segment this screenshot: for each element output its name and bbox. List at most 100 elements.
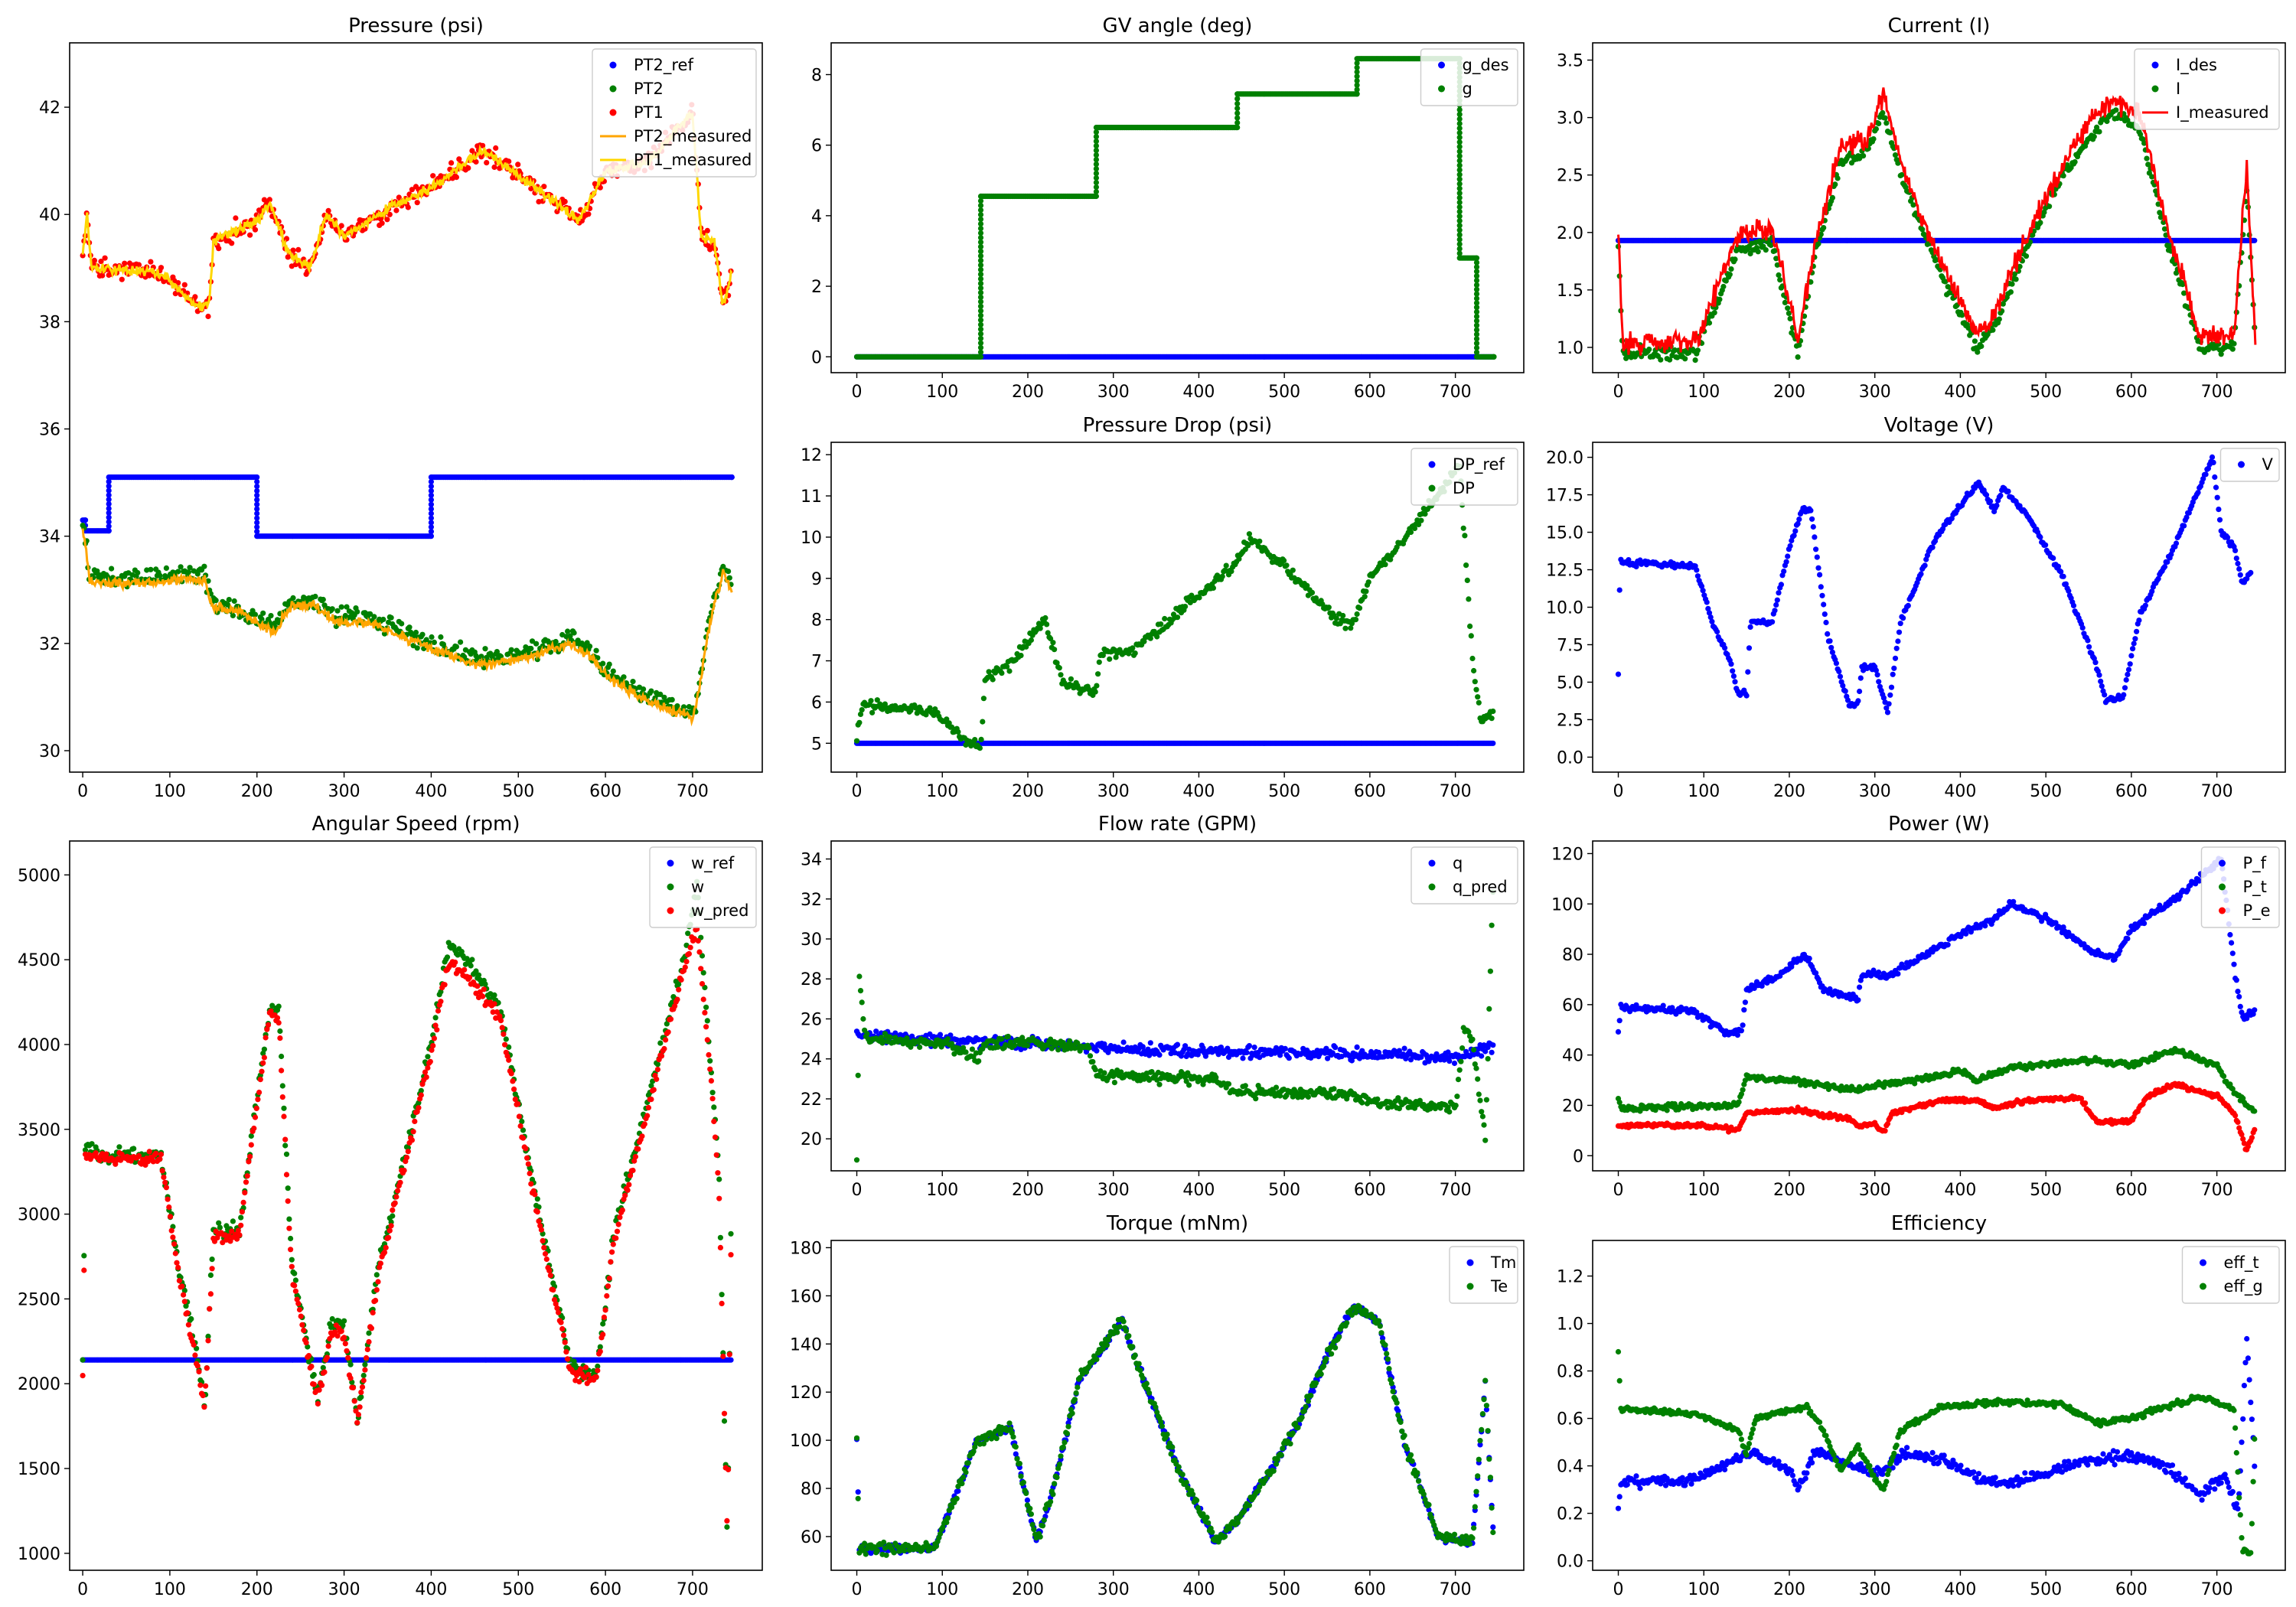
data-point [1290,567,1296,573]
data-point [1234,125,1241,131]
data-point [1682,356,1688,362]
data-point [482,646,488,652]
data-point [1732,256,1738,262]
data-point [977,354,984,360]
data-point [1835,175,1841,181]
y-tick-label: 4 [811,207,822,227]
data-point [1058,672,1064,678]
data-point [1473,300,1480,306]
data-point [1473,341,1480,347]
data-point [1352,617,1359,623]
x-tick-label: 100 [926,383,958,402]
data-point [1056,665,1062,671]
data-point [1354,64,1360,70]
data-point [1234,115,1241,121]
data-point [494,649,501,655]
data-point [1407,529,1414,536]
data-point [1861,153,1867,159]
x-tick-label: 0 [77,782,88,801]
data-point [91,257,97,263]
data-point [233,215,239,221]
data-point [82,517,89,523]
data-point [2138,132,2144,138]
data-point [338,223,344,229]
data-point [977,335,984,341]
y-tick-label: 30 [39,742,60,761]
series-V [1615,454,2254,715]
data-point [1882,115,1888,121]
data-point [661,694,667,700]
data-point [1456,125,1463,132]
data-point [1704,599,1710,605]
data-point [1781,569,1787,575]
data-point [977,248,984,254]
data-point [1411,525,1418,532]
y-tick-label: 1.0 [1557,339,1583,358]
legend-label: DP_ref [1453,455,1505,474]
data-point [1245,543,1251,549]
y-tick-label: 8 [811,66,822,85]
data-point [260,610,266,616]
x-tick-label: 200 [1012,782,1044,801]
data-point [1388,556,1394,562]
data-point [1456,194,1463,200]
data-point [977,321,984,328]
data-point [986,669,992,675]
data-point [371,614,377,620]
data-point [102,255,108,261]
data-point [1975,349,1981,355]
data-point [1615,671,1622,677]
data-point [268,613,274,619]
data-point [1418,517,1424,523]
data-point [448,160,455,166]
data-point [428,524,435,530]
data-point [859,707,865,713]
data-point [1714,628,1720,635]
chart-title: Current (I) [1888,15,1991,37]
data-point [1473,269,1480,275]
plot-area [1615,454,2254,715]
data-point [977,289,984,295]
x-tick-label: 300 [1859,383,1891,402]
data-point [428,483,435,490]
data-point [1747,624,1753,631]
data-point [1616,587,1623,593]
data-point [1774,597,1780,603]
data-point [1692,357,1698,363]
data-point [506,158,512,165]
data-point [1730,673,1737,680]
data-point [1476,699,1482,706]
data-point [1746,645,1753,651]
data-point [977,211,984,218]
data-point [1456,199,1463,206]
y-tick-label: 12 [801,446,822,465]
data-point [726,575,732,581]
data-point [1796,342,1802,348]
data-point [2011,271,2017,277]
data-point [1787,543,1793,549]
y-tick-label: 10 [801,529,822,548]
data-point [1354,69,1360,75]
data-point [1722,645,1728,651]
data-point [977,202,984,209]
data-point [1219,573,1225,579]
data-point [247,232,253,238]
data-point [491,164,497,171]
x-tick-label: 100 [154,782,186,801]
data-point [1281,557,1287,564]
data-point [726,569,732,575]
data-point [977,308,984,314]
data-point [882,701,888,707]
data-point [1234,106,1241,112]
data-point [1763,247,1769,253]
data-point [1706,320,1713,326]
data-point [1234,100,1241,106]
data-point [1093,152,1099,158]
data-point [1257,538,1263,544]
data-point [254,529,260,535]
data-point [106,483,112,489]
data-point [122,260,128,266]
x-tick-label: 400 [1182,383,1215,402]
data-point [1792,528,1799,534]
